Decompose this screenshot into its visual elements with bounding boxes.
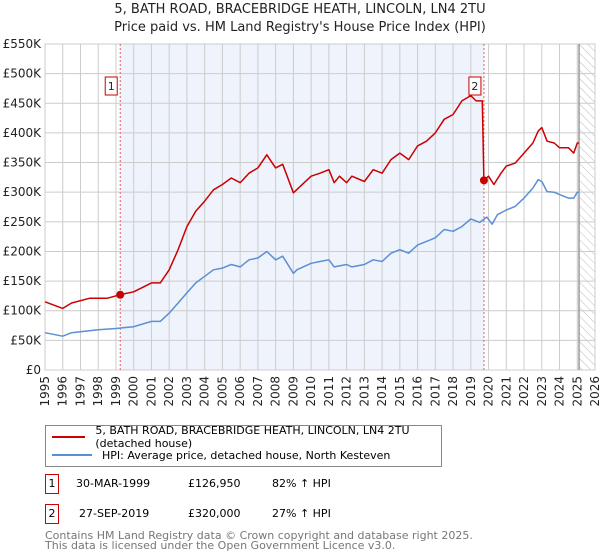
x-tick-label: 2012 <box>340 376 354 407</box>
x-tick-label: 2021 <box>499 376 513 407</box>
legend-label-property: 5, BATH ROAD, BRACEBRIDGE HEATH, LINCOLN… <box>95 424 410 450</box>
hpi-line <box>44 178 579 337</box>
x-tick-label: 1999 <box>109 376 123 407</box>
y-tick-label: £50K <box>10 333 42 347</box>
x-tick-label: 2013 <box>357 376 371 407</box>
y-tick-label: £400K <box>3 126 43 140</box>
y-tick-label: £200K <box>3 244 43 258</box>
legend-item-hpi: HPI: Average price, detached house, Nort… <box>52 447 390 463</box>
x-tick-label: 2002 <box>162 376 176 407</box>
property-price-line <box>44 94 579 310</box>
sale-badge: 1 <box>45 474 59 494</box>
x-tick-label: 2005 <box>215 376 229 407</box>
y-tick-label: £350K <box>3 156 43 170</box>
footer: Contains HM Land Registry data © Crown c… <box>45 529 473 552</box>
x-tick-label: 2007 <box>251 376 265 407</box>
x-tick-label: 2010 <box>304 376 318 407</box>
sale-price: £126,950 <box>188 477 241 490</box>
x-tick-label: 2001 <box>144 376 158 407</box>
sale-label: 1 <box>108 80 115 93</box>
legend-label-hpi: HPI: Average price, detached house, Nort… <box>102 448 391 462</box>
x-tick-label: 2016 <box>411 376 425 407</box>
x-tick-label: 2014 <box>375 376 389 407</box>
x-tick-label: 2004 <box>198 376 212 407</box>
ownership-period-shade <box>120 44 484 370</box>
x-tick-label: 2006 <box>233 376 247 407</box>
sale-label-box <box>468 76 482 96</box>
x-tick-label: 2003 <box>180 376 194 407</box>
x-tick-label: 1997 <box>73 376 87 407</box>
x-tick-label: 2023 <box>535 376 549 407</box>
y-tick-label: £100K <box>3 304 43 318</box>
sale-date: 30-MAR-1999 <box>76 477 151 490</box>
x-tick-label: 2015 <box>393 376 407 407</box>
legend-swatch-property <box>52 436 86 438</box>
legend-item-property: 5, BATH ROAD, BRACEBRIDGE HEATH, LINCOLN… <box>52 424 441 450</box>
x-tick-label: 2022 <box>517 376 531 407</box>
sale-hpi-change: 27% ↑ HPI <box>272 507 331 520</box>
sale-date: 27-SEP-2019 <box>79 507 150 520</box>
y-tick-label: £250K <box>3 215 43 229</box>
future-hatch <box>579 44 595 370</box>
x-tick-label: 1995 <box>38 376 52 407</box>
sale-point <box>116 290 125 299</box>
y-tick-label: £150K <box>3 274 43 288</box>
chart-title: 5, BATH ROAD, BRACEBRIDGE HEATH, LINCOLN… <box>114 2 486 17</box>
x-tick-label: 2025 <box>570 376 584 407</box>
legend: 5, BATH ROAD, BRACEBRIDGE HEATH, LINCOLN… <box>45 424 442 467</box>
x-tick-label: 2026 <box>588 376 600 407</box>
price-chart: 1995 1996 1997 1998 1999 2000 2001 2002 2003 2004… <box>3 37 600 407</box>
x-tick-label: 2009 <box>286 376 300 407</box>
y-tick-label: £550K <box>3 37 43 51</box>
x-tick-label: 2000 <box>127 376 141 407</box>
sale-row: 2 27-SEP-2019 £320,000 27% ↑ HPI <box>45 504 545 524</box>
x-tick-label: 2008 <box>269 376 283 407</box>
y-tick-label: £0 <box>26 363 41 377</box>
chart-subtitle: Price paid vs. HM Land Registry's House … <box>114 20 486 35</box>
sale-label-box <box>104 76 118 96</box>
x-tick-label: 1996 <box>56 376 70 407</box>
sale-hpi-change: 82% ↑ HPI <box>272 477 331 490</box>
x-tick-label: 2020 <box>482 376 496 407</box>
x-tick-label: 1998 <box>91 376 105 407</box>
x-tick-label: 2018 <box>446 376 460 407</box>
sale-label: 2 <box>471 80 478 93</box>
x-tick-label: 2011 <box>322 376 336 407</box>
footer-licence: This data is licensed under the Open Gov… <box>45 539 396 552</box>
sale-price: £320,000 <box>188 507 241 520</box>
x-tick-label: 2017 <box>428 376 442 407</box>
y-tick-label: £450K <box>3 96 43 110</box>
sale-point <box>479 176 488 185</box>
x-tick-label: 2024 <box>553 376 567 407</box>
legend-swatch-hpi <box>52 454 92 456</box>
x-tick-label: 2019 <box>464 376 478 407</box>
footer-copyright: Contains HM Land Registry data © Crown c… <box>45 529 473 542</box>
sale-badge: 2 <box>45 504 59 524</box>
plot-frame <box>44 43 596 371</box>
y-tick-label: £300K <box>3 185 43 199</box>
y-tick-label: £500K <box>3 67 43 81</box>
sale-row: 1 30-MAR-1999 £126,950 82% ↑ HPI <box>45 474 545 494</box>
